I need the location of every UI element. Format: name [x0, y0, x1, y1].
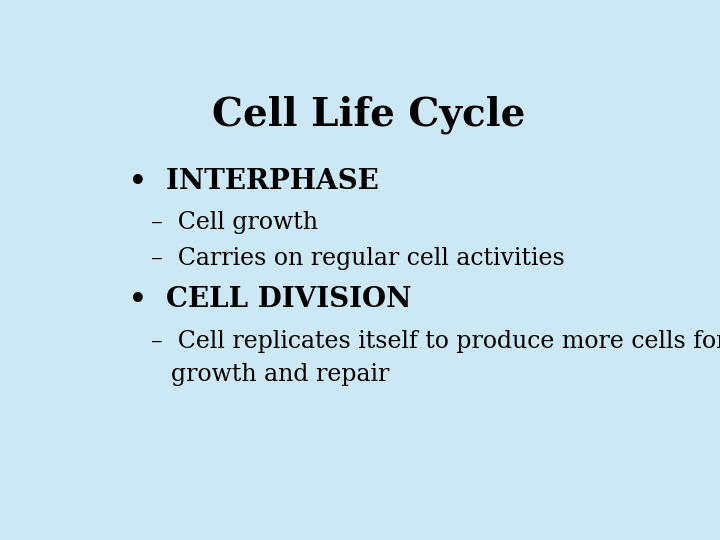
Text: growth and repair: growth and repair	[171, 363, 390, 386]
Text: –  Cell growth: – Cell growth	[151, 211, 318, 234]
Text: •  CELL DIVISION: • CELL DIVISION	[129, 286, 412, 313]
Text: –  Cell replicates itself to produce more cells for: – Cell replicates itself to produce more…	[151, 330, 720, 353]
Text: –  Carries on regular cell activities: – Carries on regular cell activities	[151, 247, 565, 269]
Text: Cell Life Cycle: Cell Life Cycle	[212, 96, 526, 134]
Text: •  INTERPHASE: • INTERPHASE	[129, 168, 379, 195]
